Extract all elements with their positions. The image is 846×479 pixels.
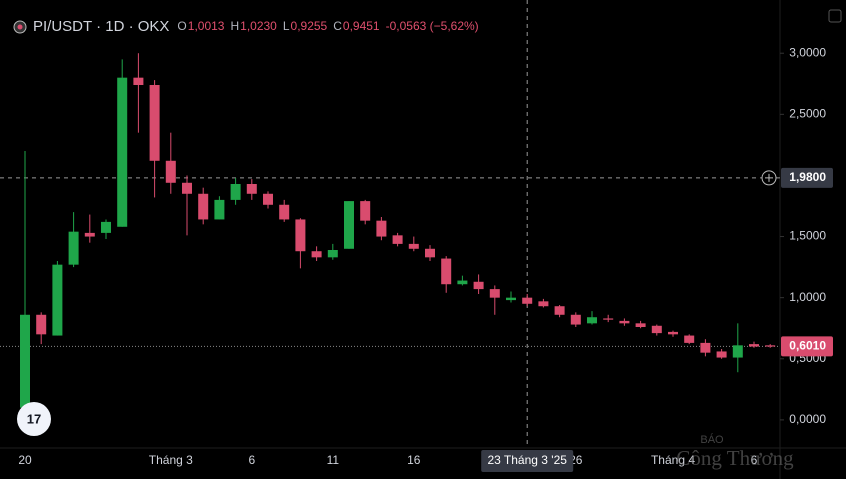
candle-body bbox=[68, 231, 79, 265]
candle-body bbox=[84, 232, 95, 237]
candle-body bbox=[279, 204, 290, 220]
candle-body bbox=[554, 306, 565, 315]
legend-text: PI/USDT · 1D · OKX bbox=[33, 18, 169, 35]
candle-body bbox=[36, 314, 47, 335]
x-tick-label: 11 bbox=[327, 453, 340, 467]
candle-body bbox=[473, 281, 484, 290]
watermark: BÁO bbox=[700, 433, 724, 446]
candle-body bbox=[117, 77, 128, 227]
legend-text: 1,0230 bbox=[240, 19, 277, 33]
legend-text: H bbox=[230, 19, 239, 33]
legend-text: O bbox=[177, 19, 186, 33]
candle-body bbox=[52, 264, 63, 336]
candle-body bbox=[101, 221, 111, 233]
legend-text: 0,9451 bbox=[343, 19, 380, 33]
candle-body bbox=[684, 335, 695, 343]
candle-body bbox=[651, 325, 662, 334]
candle-body bbox=[425, 248, 435, 258]
x-tick-label: Tháng 3 bbox=[149, 453, 193, 467]
legend-text: 1,0013 bbox=[188, 19, 225, 33]
candle-body bbox=[311, 251, 322, 258]
legend-row: PI/USDT · 1D · OKX O 1,0013 H 1,0230 L 0,9255 C… bbox=[33, 18, 479, 35]
candle-body bbox=[635, 323, 646, 327]
last-price-label: 0,6010 bbox=[789, 339, 826, 353]
x-tick-label: Tháng 4 bbox=[651, 453, 695, 467]
watermark: Công Thương bbox=[676, 446, 794, 470]
corner-button[interactable] bbox=[828, 9, 842, 23]
candle-body bbox=[408, 243, 419, 249]
candle-body bbox=[587, 317, 597, 324]
candle-body bbox=[732, 345, 743, 358]
candle-body bbox=[344, 201, 354, 249]
candle-body bbox=[263, 193, 273, 205]
candle-body bbox=[668, 331, 678, 335]
candle-body bbox=[198, 193, 209, 220]
candle-body bbox=[295, 219, 306, 252]
candle-body bbox=[214, 199, 225, 220]
svg-text:17: 17 bbox=[27, 411, 41, 426]
candle-body bbox=[327, 250, 338, 258]
candle-body bbox=[182, 182, 192, 194]
candle-body bbox=[441, 258, 452, 285]
candle-body bbox=[603, 318, 614, 320]
x-tick-label: 16 bbox=[407, 453, 421, 467]
symbol-icon-dot bbox=[17, 24, 23, 30]
legend-text: C bbox=[333, 19, 342, 33]
candle-body bbox=[522, 297, 533, 304]
candle-body bbox=[538, 301, 549, 307]
candle-body bbox=[619, 320, 630, 324]
tv-logo: 17 bbox=[17, 402, 51, 436]
candle-body bbox=[506, 297, 516, 301]
y-tick-label: 1,0000 bbox=[789, 290, 826, 304]
crosshair-y-label: 1,9800 bbox=[789, 170, 826, 184]
candle-body bbox=[246, 184, 257, 194]
y-tick-label: 2,5000 bbox=[789, 107, 826, 121]
candle-body bbox=[570, 314, 581, 325]
legend-text: L bbox=[283, 19, 290, 33]
candle-body bbox=[489, 289, 500, 298]
y-tick-label: 3,0000 bbox=[789, 45, 826, 59]
candle-body bbox=[230, 184, 241, 200]
x-tick-label: 20 bbox=[18, 453, 32, 467]
candle-body bbox=[457, 280, 468, 285]
y-tick-label: 0,0000 bbox=[789, 412, 826, 426]
candle-body bbox=[765, 345, 776, 347]
last-price-box bbox=[781, 336, 833, 357]
candle-body bbox=[716, 351, 727, 358]
x-tick-label: 6 bbox=[248, 453, 255, 467]
candle-body bbox=[149, 85, 160, 161]
candle-body bbox=[133, 77, 144, 85]
candle-body bbox=[165, 160, 176, 183]
candle-body bbox=[376, 220, 387, 237]
plot bbox=[0, 0, 780, 448]
x-tick-label: 6 bbox=[751, 453, 758, 467]
y-tick-label: 1,5000 bbox=[789, 229, 826, 243]
candle-body bbox=[700, 342, 711, 353]
crosshair-add-icon bbox=[765, 173, 773, 182]
crosshair-x-box bbox=[481, 450, 574, 472]
candle-body bbox=[749, 344, 759, 347]
legend-text: -0,0563 (−5,62%) bbox=[386, 19, 479, 33]
candle-body bbox=[20, 314, 30, 408]
candle-body bbox=[392, 235, 403, 244]
legend-text: 0,9255 bbox=[291, 19, 328, 33]
crosshair-y-box bbox=[781, 167, 833, 188]
crosshair-x-label: 23 Tháng 3 '25 bbox=[487, 453, 567, 467]
candle-body bbox=[360, 201, 371, 221]
